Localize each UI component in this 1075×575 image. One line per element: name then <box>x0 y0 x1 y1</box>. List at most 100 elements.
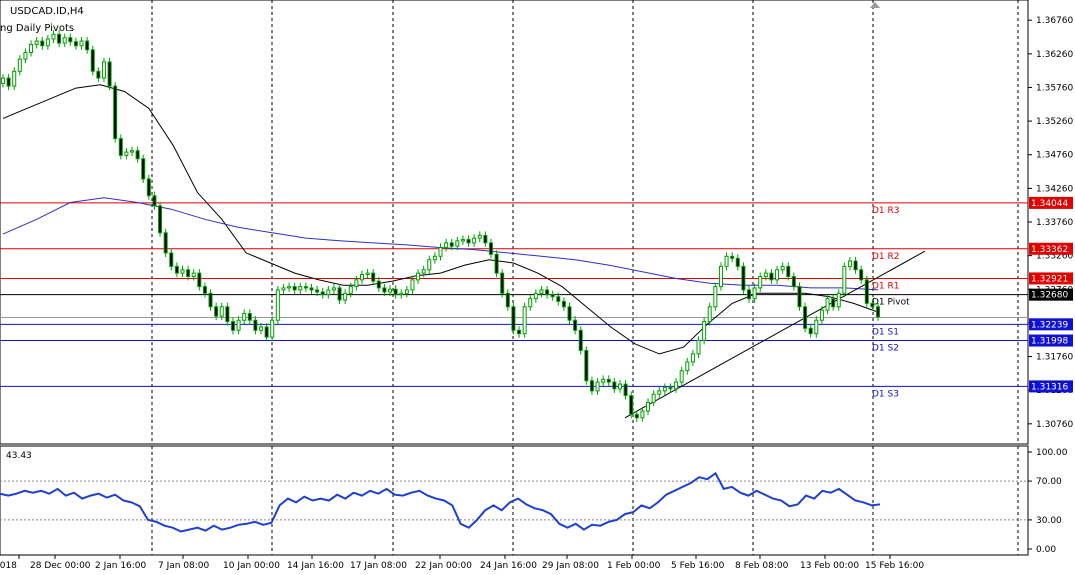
candle-body <box>152 195 157 207</box>
candle-body <box>359 273 364 281</box>
candle-body <box>85 40 90 51</box>
candle-body <box>96 70 101 79</box>
candle-body <box>73 41 78 47</box>
candle-body <box>629 395 634 415</box>
main-plot-frame <box>0 0 1029 445</box>
x-tick-label: 13 Feb 00:00 <box>800 561 859 571</box>
price-badge <box>1029 196 1073 209</box>
candle-body <box>242 312 247 321</box>
candle-body <box>432 255 437 261</box>
candle-body <box>337 287 342 301</box>
y-tick-label: 1.34760 <box>1036 151 1073 161</box>
candle-body <box>158 205 163 234</box>
candle-body <box>62 37 67 44</box>
candle-body <box>690 353 695 363</box>
price-badge-label: 1.32239 <box>1031 320 1068 330</box>
candle-body <box>214 306 219 317</box>
candle-body <box>230 321 235 331</box>
candle-body <box>23 51 28 60</box>
candle-body <box>803 306 808 329</box>
pivot-level-name: D1 S3 <box>872 389 899 399</box>
x-tick-label: 2 Jan 16:00 <box>95 561 147 571</box>
candle-body <box>1 77 5 84</box>
candle-body <box>477 234 482 239</box>
price-badge <box>1029 242 1073 255</box>
candle-body <box>259 326 264 331</box>
x-tick-label: 29 Jan 08:00 <box>542 561 599 571</box>
candle-body <box>853 260 858 271</box>
candle-body <box>567 306 572 321</box>
candle-body <box>427 259 432 271</box>
candle-body <box>331 287 336 291</box>
candle-body <box>124 151 129 156</box>
x-tick-label: 1 Feb 00:00 <box>607 561 661 571</box>
candle-body <box>107 61 112 87</box>
candle-body <box>264 326 269 338</box>
candle-body <box>488 242 493 255</box>
candle-body <box>287 286 292 289</box>
candle-body <box>494 253 499 274</box>
candle-body <box>444 242 449 249</box>
x-tick-label: 8 Feb 08:00 <box>735 561 789 571</box>
candle-body <box>589 380 594 392</box>
y-tick-label: 1.36260 <box>1036 50 1073 60</box>
candle-body <box>735 257 740 267</box>
y-tick-label: 1.33260 <box>1036 252 1073 262</box>
candle-body <box>870 302 875 308</box>
candle-body <box>191 272 196 277</box>
candle-body <box>758 275 763 289</box>
x-tick-label: 7 Jan 08:00 <box>158 561 210 571</box>
candle-body <box>315 289 320 293</box>
candle-body <box>101 61 106 79</box>
candle-body <box>730 255 735 259</box>
candle-body <box>326 289 331 296</box>
candle-body <box>57 33 62 44</box>
candle-body <box>685 361 690 372</box>
ma-black-line <box>2 84 879 355</box>
price-badges: 1.34044 1.33362 1.32921 1.32680 1.32239 1.319… <box>1029 196 1073 393</box>
pivot-level-name: D1 Pivot <box>872 298 910 308</box>
trendline <box>624 250 926 419</box>
price-badge <box>1029 272 1073 285</box>
candle-body <box>466 238 471 244</box>
pivot-level-name: D1 S1 <box>872 327 899 337</box>
x-tick-label: 17 Jan 08:00 <box>350 561 407 571</box>
candle-body <box>746 289 751 300</box>
candle-body <box>343 292 348 301</box>
x-tick-label: 5 Feb 16:00 <box>671 561 725 571</box>
candle-body <box>169 252 174 267</box>
candle-body <box>595 381 600 392</box>
candle-body <box>707 306 712 323</box>
candle-body <box>449 242 454 247</box>
price-badge <box>1029 334 1073 347</box>
candle-body <box>500 272 505 294</box>
candle-body <box>847 260 852 267</box>
candle-body <box>545 289 550 296</box>
candle-body <box>202 286 207 294</box>
rsi-line <box>0 471 881 533</box>
candle-body <box>713 286 718 308</box>
candle-body <box>511 306 516 331</box>
pivot-level-name: D1 R3 <box>872 206 900 216</box>
candle-body <box>388 288 393 293</box>
price-badge-label: 1.32680 <box>1031 291 1068 301</box>
candle-body <box>831 298 836 308</box>
candle-body <box>135 150 140 160</box>
candle-body <box>270 319 275 338</box>
candle-body <box>668 386 673 390</box>
x-tick-label: 15 Feb 16:00 <box>865 561 924 571</box>
candle-body <box>281 287 286 291</box>
candle-body <box>6 77 11 87</box>
candle-body <box>68 37 73 43</box>
x-tick-label: 2018 <box>0 561 17 571</box>
candle-body <box>819 309 824 321</box>
candle-body <box>292 286 297 291</box>
candle-body <box>483 234 488 244</box>
candle-body <box>472 237 477 244</box>
y-tick-label: 1.35760 <box>1036 83 1073 93</box>
scroll-marker-icon[interactable] <box>870 2 880 8</box>
pivot-level-name: D1 R2 <box>872 252 900 262</box>
candle-body <box>113 85 118 140</box>
candle-body <box>309 287 314 291</box>
